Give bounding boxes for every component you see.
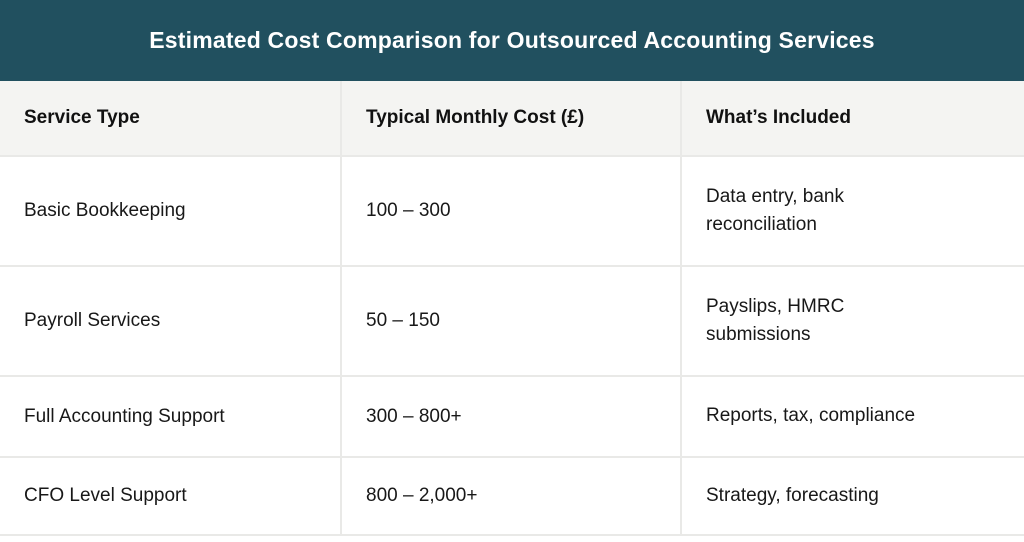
table-header-row: Service Type Typical Monthly Cost (£) Wh… xyxy=(0,80,1024,157)
cost-comparison-table: Service Type Typical Monthly Cost (£) Wh… xyxy=(0,80,1024,535)
page-title: Estimated Cost Comparison for Outsourced… xyxy=(149,27,875,53)
table-row-full-accounting-support: Full Accounting Support 300 – 800+ Repor… xyxy=(0,375,1024,458)
cell-whats-included-text: Data entry, bank reconciliation xyxy=(706,185,845,236)
cell-monthly-cost: 300 – 800+ xyxy=(340,375,682,458)
cell-service-type: Basic Bookkeeping xyxy=(0,155,342,267)
cell-whats-included: Data entry, bank reconciliation xyxy=(680,155,1024,267)
cell-monthly-cost: 50 – 150 xyxy=(340,265,682,377)
cell-service-type: Payroll Services xyxy=(0,265,342,377)
column-header-whats-included: What’s Included xyxy=(680,80,1024,157)
cell-whats-included-text: Reports, tax, compliance xyxy=(706,405,916,427)
cell-monthly-cost: 100 – 300 xyxy=(340,155,682,267)
cell-whats-included: Strategy, forecasting xyxy=(680,456,1024,535)
cell-service-type: Full Accounting Support xyxy=(0,375,342,458)
title-banner: Estimated Cost Comparison for Outsourced… xyxy=(0,0,1024,81)
cell-whats-included-text: Payslips, HMRC submissions xyxy=(706,295,845,346)
table-row-basic-bookkeeping: Basic Bookkeeping 100 – 300 Data entry, … xyxy=(0,155,1024,267)
cell-whats-included-text: Strategy, forecasting xyxy=(706,484,879,506)
cost-comparison-table-wrapper: Service Type Typical Monthly Cost (£) Wh… xyxy=(0,80,1024,536)
table-row-cfo-level-support: CFO Level Support 800 – 2,000+ Strategy,… xyxy=(0,456,1024,535)
column-header-monthly-cost: Typical Monthly Cost (£) xyxy=(340,80,682,157)
cell-monthly-cost: 800 – 2,000+ xyxy=(340,456,682,535)
table-row-payroll-services: Payroll Services 50 – 150 Payslips, HMRC… xyxy=(0,265,1024,377)
column-header-service-type: Service Type xyxy=(0,80,342,157)
cell-whats-included: Reports, tax, compliance xyxy=(680,375,1024,458)
cell-service-type: CFO Level Support xyxy=(0,456,342,535)
cell-whats-included: Payslips, HMRC submissions xyxy=(680,265,1024,377)
